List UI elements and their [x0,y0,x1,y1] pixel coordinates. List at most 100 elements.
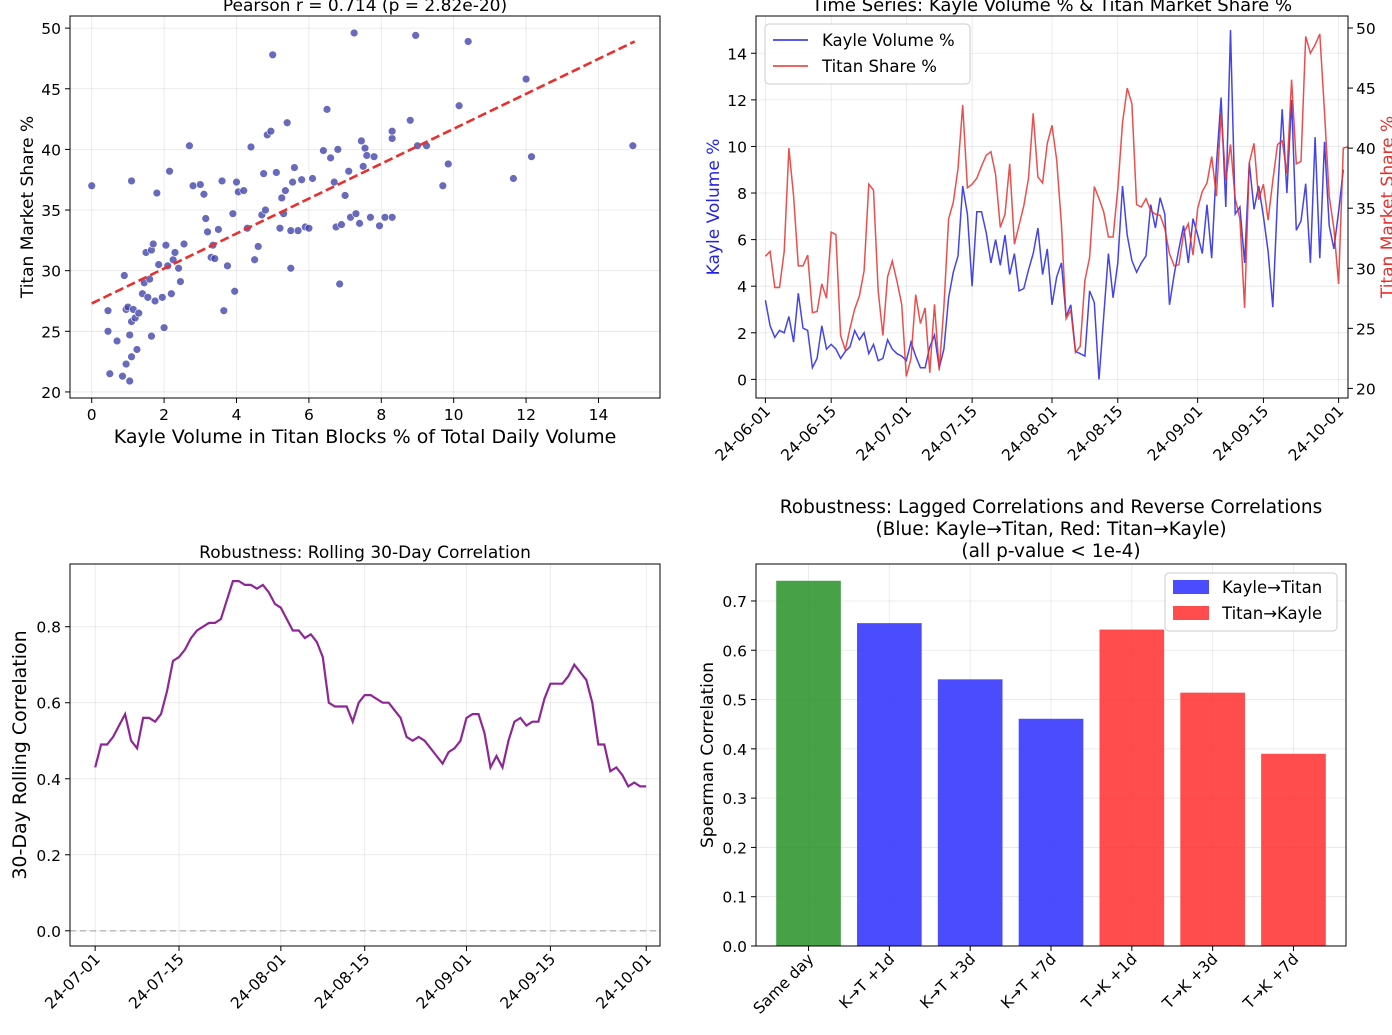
scatter-point [188,181,198,190]
scatter-point [282,118,292,127]
scatter-point [366,213,375,222]
scatter-title: Pearson r = 0.714 (p = 2.82e-20) [223,0,507,16]
scatter-point [304,224,314,233]
scatter-point [127,352,136,361]
bar-x-tick-label: T→K +3d [1158,950,1221,1013]
scatter-point [152,188,162,198]
scatter-point [125,330,134,340]
scatter-point [281,186,290,195]
scatter-point [259,169,268,178]
rolling-x-tick-label: 24-09-01 [413,950,475,1012]
scatter-point [201,214,210,223]
timeseries-x-tick-label: 24-07-15 [918,402,980,464]
timeseries-left-tick-label: 14 [727,45,747,63]
scatter-point [288,177,297,187]
bar-same-day [776,580,841,946]
rolling-x-tick-label: 24-07-15 [125,950,187,1012]
scatter-point [165,167,174,176]
scatter-point [438,181,448,190]
scatter-point [357,136,366,146]
scatter-point [358,162,368,171]
scatter-point [105,369,115,378]
scatter-y-tick-label: 25 [41,323,61,341]
bar-title-line-3: (all p-value < 1e-4) [961,541,1140,562]
scatter-point [210,254,219,263]
timeseries-right-tick-label: 35 [1356,200,1376,218]
scatter-point [628,141,638,150]
scatter-y-tick-label: 20 [41,384,61,402]
scatter-point [150,296,160,306]
timeseries-left-axis-label: Kayle Volume % [704,139,724,276]
scatter-ticks: 0 2 4 6 8 10 12 14 20 25 30 35 40 45 50 [41,20,608,424]
timeseries-right-tick-label: 45 [1356,80,1376,98]
scatter-point [246,142,256,152]
scatter-point [132,345,142,354]
scatter-point [239,186,248,195]
scatter-point [120,271,129,280]
scatter-x-tick-label: 0 [87,406,97,424]
scatter-point [387,134,397,143]
timeseries-left-tick-label: 2 [737,325,747,343]
rolling-y-tick-label: 0.6 [36,695,61,713]
scatter-point [277,193,286,203]
scatter-point [170,248,180,257]
scatter-point [125,376,134,386]
rolling-x-tick-label: 24-10-01 [593,950,655,1012]
timeseries-left-tick-label: 10 [727,138,747,156]
scatter-point [286,226,295,235]
rolling-y-tick-label: 0.2 [36,847,61,865]
bar-y-tick-label: 0.5 [722,692,747,710]
legend-kayle-titan-label: Kayle→Titan [1222,578,1322,597]
scatter-gridlines [70,16,660,398]
scatter-point [223,261,232,271]
scatter-point [167,289,176,298]
bar-y-tick-label: 0.2 [722,839,747,857]
scatter-point [103,306,113,315]
scatter-point [444,159,453,169]
scatter-point [230,287,239,296]
legend-titan-kayle-swatch [1173,606,1209,620]
rolling-title: Robustness: Rolling 30-Day Correlation [199,543,531,563]
scatter-y-axis-label: Titan Market Share % [18,116,38,299]
scatter-y-tick-label: 50 [41,20,61,38]
timeseries-x-tick-label: 24-09-15 [1210,402,1272,464]
scatter-point [158,293,167,302]
scatter-point [290,163,299,172]
bar-x-tick-label: T→K +1d [1078,950,1141,1013]
timeseries-right-tick-label: 25 [1356,320,1376,338]
scatter-point [308,174,317,183]
timeseries-right-axis-label: Titan Market Share % [1378,116,1392,299]
scatter-point [219,306,229,315]
timeseries-panel: 24-06-01 24-06-15 24-07-01 24-07-15 24-08-01… [704,0,1392,465]
timeseries-x-tick-label: 24-08-15 [1064,402,1126,464]
scatter-point [322,105,332,114]
scatter-point [149,239,158,249]
scatter-point [351,209,361,218]
scatter-point [335,279,344,289]
scatter-y-tick-label: 35 [41,202,61,220]
timeseries-x-tick-label: 24-08-01 [998,402,1060,464]
timeseries-x-tick-label: 24-06-15 [778,402,840,464]
scatter-point [326,153,335,163]
scatter-panel: 0 2 4 6 8 10 12 14 20 25 30 35 40 45 50 Pearson r = 0.… [18,0,661,448]
scatter-point [185,141,194,150]
scatter-point [261,205,270,215]
rolling-gridlines [70,564,660,946]
scatter-point [161,241,171,250]
scatter-point [344,167,353,176]
rolling-y-tick-label: 0.4 [36,771,61,789]
scatter-point [521,74,531,84]
bar-x-tick-label: K→T +7d [997,950,1059,1012]
scatter-point [375,221,384,230]
scatter-x-tick-label: 12 [516,406,536,424]
bar-y-tick-label: 0.7 [722,593,747,611]
bar-y-tick-label: 0.4 [722,741,747,759]
scatter-point [103,327,113,336]
bar-title-line-1: Robustness: Lagged Correlations and Reve… [780,497,1322,518]
bar-k-t-1d [857,623,922,946]
bar-x-tick-label: K→T +1d [836,950,898,1012]
scatter-point [143,293,153,302]
scatter-point [250,255,259,264]
bar-x-tick-label: Same day [750,950,817,1017]
scatter-point [349,28,359,38]
